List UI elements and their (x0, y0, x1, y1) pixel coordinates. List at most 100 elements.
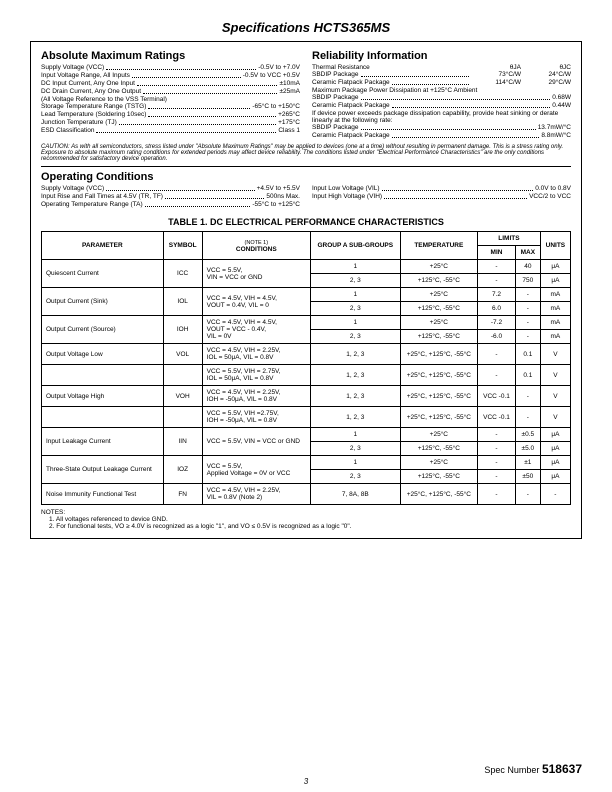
cell-units: μA (540, 260, 570, 274)
footer: Spec Number 518637 (484, 762, 582, 776)
cell-cond: VCC = 4.5V, VIH = 2.25V,IOL = 50μA, VIL … (202, 344, 310, 365)
page: Specifications HCTS365MS Absolute Maximu… (0, 0, 612, 792)
table-row: Input Leakage CurrentIINVCC = 5.5V, VIN … (42, 428, 571, 442)
table-row: Output Voltage HighVOHVCC = 4.5V, VIH = … (42, 386, 571, 407)
page-number: 3 (0, 777, 612, 786)
note-item: 2. For functional tests, VO ≥ 4.0V is re… (49, 523, 571, 530)
cell-max: ±5.0 (515, 442, 540, 456)
table-row: Output Current (Sink)IOLVCC = 4.5V, VIH … (42, 288, 571, 302)
cell-max: - (515, 316, 540, 330)
cell-units: V (540, 365, 570, 386)
spec-line: Input High Voltage (VIH)VCC/2 to VCC (312, 193, 571, 201)
cell-min: - (478, 274, 516, 288)
cell-units: V (540, 344, 570, 365)
abs-max-col: Absolute Maximum Ratings Supply Voltage … (41, 50, 300, 140)
cell-param: Noise Immunity Functional Test (42, 484, 164, 505)
spec-line: ESD ClassificationClass 1 (41, 127, 300, 135)
cell-min: - (478, 484, 516, 505)
cell-units: V (540, 386, 570, 407)
cell-group: 1, 2, 3 (311, 344, 401, 365)
spec-line: Supply Voltage (VCC)+4.5V to +5.5V (41, 185, 300, 193)
cell-temp: +125°C, -55°C (400, 330, 477, 344)
cell-cond: VCC = 5.5V, VIH =2.75V,IOH = -50μA, VIL … (202, 407, 310, 428)
cell-group: 1 (311, 428, 401, 442)
th-temp: TEMPERATURE (400, 232, 477, 260)
cell-temp: +25°C, +125°C, -55°C (400, 386, 477, 407)
cell-cond: VCC = 4.5V, VIH = 4.5V,VOUT = 0.4V, VIL … (202, 288, 310, 316)
cell-symbol (163, 407, 202, 428)
spec-line: DC Drain Current, Any One Output±25mA (41, 88, 300, 96)
th-min: MIN (478, 246, 516, 260)
cell-units: V (540, 407, 570, 428)
cell-group: 1 (311, 288, 401, 302)
spec-line: Input Low Voltage (VIL)0.0V to 0.8V (312, 185, 571, 193)
cell-temp: +125°C, -55°C (400, 442, 477, 456)
spec-line: Input Voltage Range, All Inputs-0.5V to … (41, 72, 300, 80)
cell-min: - (478, 260, 516, 274)
cell-max: 40 (515, 260, 540, 274)
cell-group: 2, 3 (311, 330, 401, 344)
cell-min: - (478, 456, 516, 470)
table-row: Quiescent CurrentICCVCC = 5.5V,VIN = VCC… (42, 260, 571, 274)
spec-line: Input Rise and Fall Times at 4.5V (TR, T… (41, 193, 300, 201)
cell-param (42, 407, 164, 428)
cell-min: 7.2 (478, 288, 516, 302)
cell-group: 2, 3 (311, 302, 401, 316)
cell-max: 0.1 (515, 365, 540, 386)
cell-temp: +25°C, +125°C, -55°C (400, 407, 477, 428)
abs-heading: Absolute Maximum Ratings (41, 50, 300, 62)
cell-param: Output Current (Sink) (42, 288, 164, 316)
reli-heading: Reliability Information (312, 50, 571, 62)
th-symbol: SYMBOL (163, 232, 202, 260)
cell-temp: +25°C (400, 316, 477, 330)
content-border: Absolute Maximum Ratings Supply Voltage … (30, 41, 582, 539)
cell-units: mA (540, 316, 570, 330)
table-row: Output Current (Source)IOHVCC = 4.5V, VI… (42, 316, 571, 330)
cell-max: - (515, 386, 540, 407)
cell-temp: +25°C, +125°C, -55°C (400, 365, 477, 386)
spec-line: Storage Temperature Range (TSTG)-65°C to… (41, 103, 300, 111)
cell-param: Input Leakage Current (42, 428, 164, 456)
th-parameter: PARAMETER (42, 232, 164, 260)
cell-max: - (515, 484, 540, 505)
spec-line: (All Voltage Reference to the VSS Termin… (41, 96, 300, 103)
cell-units: μA (540, 456, 570, 470)
table-title: TABLE 1. DC ELECTRICAL PERFORMANCE CHARA… (41, 217, 571, 227)
cell-group: 1, 2, 3 (311, 365, 401, 386)
cell-param: Three-State Output Leakage Current (42, 456, 164, 484)
spec-line: Operating Temperature Range (TA)-55°C to… (41, 201, 300, 209)
cell-symbol: IOH (163, 316, 202, 344)
cell-temp: +25°C (400, 260, 477, 274)
cell-group: 1 (311, 456, 401, 470)
cell-max: - (515, 407, 540, 428)
cell-units: μA (540, 428, 570, 442)
table-row: Output Voltage LowVOLVCC = 4.5V, VIH = 2… (42, 344, 571, 365)
spec-number: 518637 (542, 762, 582, 776)
cell-cond: VCC = 5.5V,VIN = VCC or GND (202, 260, 310, 288)
cell-min: -7.2 (478, 316, 516, 330)
spec-line: SBDIP Package0.68W (312, 94, 571, 102)
cell-symbol: IOL (163, 288, 202, 316)
cell-param: Output Current (Source) (42, 316, 164, 344)
cell-max: - (515, 288, 540, 302)
separator (41, 166, 571, 167)
cell-temp: +125°C, -55°C (400, 274, 477, 288)
cell-group: 1 (311, 316, 401, 330)
cell-symbol: FN (163, 484, 202, 505)
op-right-col: Input Low Voltage (VIL)0.0V to 0.8VInput… (312, 185, 571, 209)
cell-cond: VCC = 5.5V, VIN = VCC or GND (202, 428, 310, 456)
cell-min: - (478, 442, 516, 456)
doc-title: Specifications HCTS365MS (30, 20, 582, 35)
cell-param: Quiescent Current (42, 260, 164, 288)
cell-units: mA (540, 302, 570, 316)
cell-min: VCC -0.1 (478, 386, 516, 407)
th-units: UNITS (540, 232, 570, 260)
notes-heading: NOTES: (41, 509, 571, 516)
op-left-col: Supply Voltage (VCC)+4.5V to +5.5VInput … (41, 185, 300, 209)
cell-min: VCC -0.1 (478, 407, 516, 428)
cell-temp: +25°C (400, 288, 477, 302)
caution-text: CAUTION: As with all semiconductors, str… (41, 144, 571, 162)
note-item: 1. All voltages referenced to device GND… (49, 516, 571, 523)
cell-max: - (515, 302, 540, 316)
cell-min: -6.0 (478, 330, 516, 344)
